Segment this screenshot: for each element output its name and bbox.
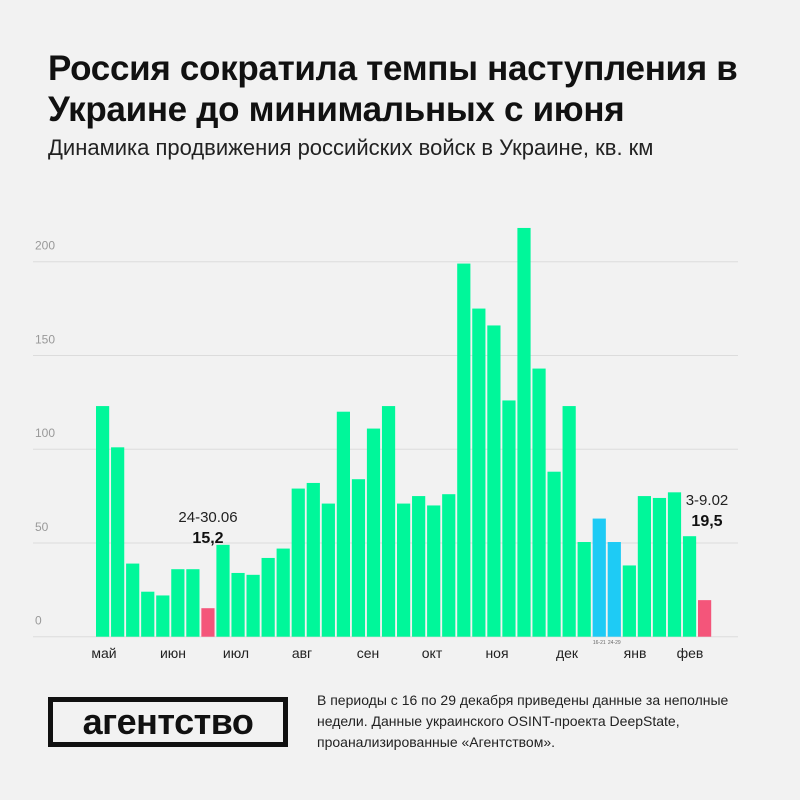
bar — [592, 518, 606, 637]
bar — [186, 569, 200, 637]
bar — [667, 492, 682, 637]
bar — [457, 263, 471, 637]
footnote: В периоды с 16 по 29 декабря приведены д… — [317, 692, 729, 750]
bar — [321, 503, 335, 637]
bar — [577, 542, 591, 637]
bar — [698, 600, 712, 637]
bar — [547, 471, 561, 637]
x-month-label: дек — [556, 645, 579, 661]
bar — [291, 488, 305, 637]
bar — [156, 595, 170, 637]
x-month-label: окт — [422, 645, 443, 661]
annotation-period: 24-30.06 — [178, 509, 237, 526]
bar — [141, 591, 155, 637]
bar — [652, 497, 667, 637]
bar — [637, 496, 651, 637]
bar — [487, 325, 501, 637]
agentstvo-logo: агентство — [48, 697, 288, 747]
bar — [261, 557, 275, 637]
bar — [532, 368, 546, 637]
bar — [397, 503, 411, 637]
bar — [111, 447, 125, 637]
annotation-period: 3-9.02 — [686, 492, 729, 509]
x-month-label: май — [91, 645, 116, 661]
bar — [306, 482, 320, 637]
bar — [336, 411, 350, 637]
bar — [381, 406, 396, 637]
bar — [366, 428, 381, 637]
page-subtitle: Динамика продвижения российских войск в … — [48, 135, 654, 160]
y-tick-label: 200 — [35, 239, 55, 253]
page-title: Россия сократила темпы наступления в Укр… — [48, 49, 738, 129]
bar — [427, 505, 441, 637]
bar — [502, 400, 516, 637]
y-tick-label: 0 — [35, 614, 42, 628]
bar — [216, 544, 230, 637]
blue-bar-label: 24-29 — [608, 640, 621, 646]
bar — [276, 548, 290, 637]
bar — [246, 574, 260, 637]
x-month-label: фев — [677, 645, 704, 661]
bar — [126, 563, 140, 637]
bar — [682, 536, 697, 637]
x-month-label: июн — [160, 645, 186, 661]
x-month-label: янв — [624, 645, 647, 661]
bar — [231, 572, 245, 637]
annotation-value: 19,5 — [691, 513, 722, 530]
bar — [412, 496, 426, 637]
bar — [607, 542, 621, 637]
y-tick-label: 50 — [35, 520, 49, 534]
x-month-label: авг — [292, 645, 312, 661]
blue-bar-label: 16-21 — [593, 640, 606, 646]
bar — [517, 227, 531, 637]
bar — [351, 479, 366, 637]
x-month-label: ноя — [485, 645, 508, 661]
x-month-label: сен — [357, 645, 380, 661]
y-tick-label: 150 — [35, 332, 55, 346]
y-tick-label: 100 — [35, 426, 55, 440]
bar — [622, 565, 636, 637]
bar — [96, 406, 110, 637]
bar — [442, 494, 456, 637]
x-month-label: июл — [223, 645, 249, 661]
bar — [171, 569, 185, 637]
bar — [562, 406, 576, 637]
bar — [201, 608, 215, 637]
bar — [472, 308, 486, 637]
annotation-value: 15,2 — [192, 530, 223, 547]
